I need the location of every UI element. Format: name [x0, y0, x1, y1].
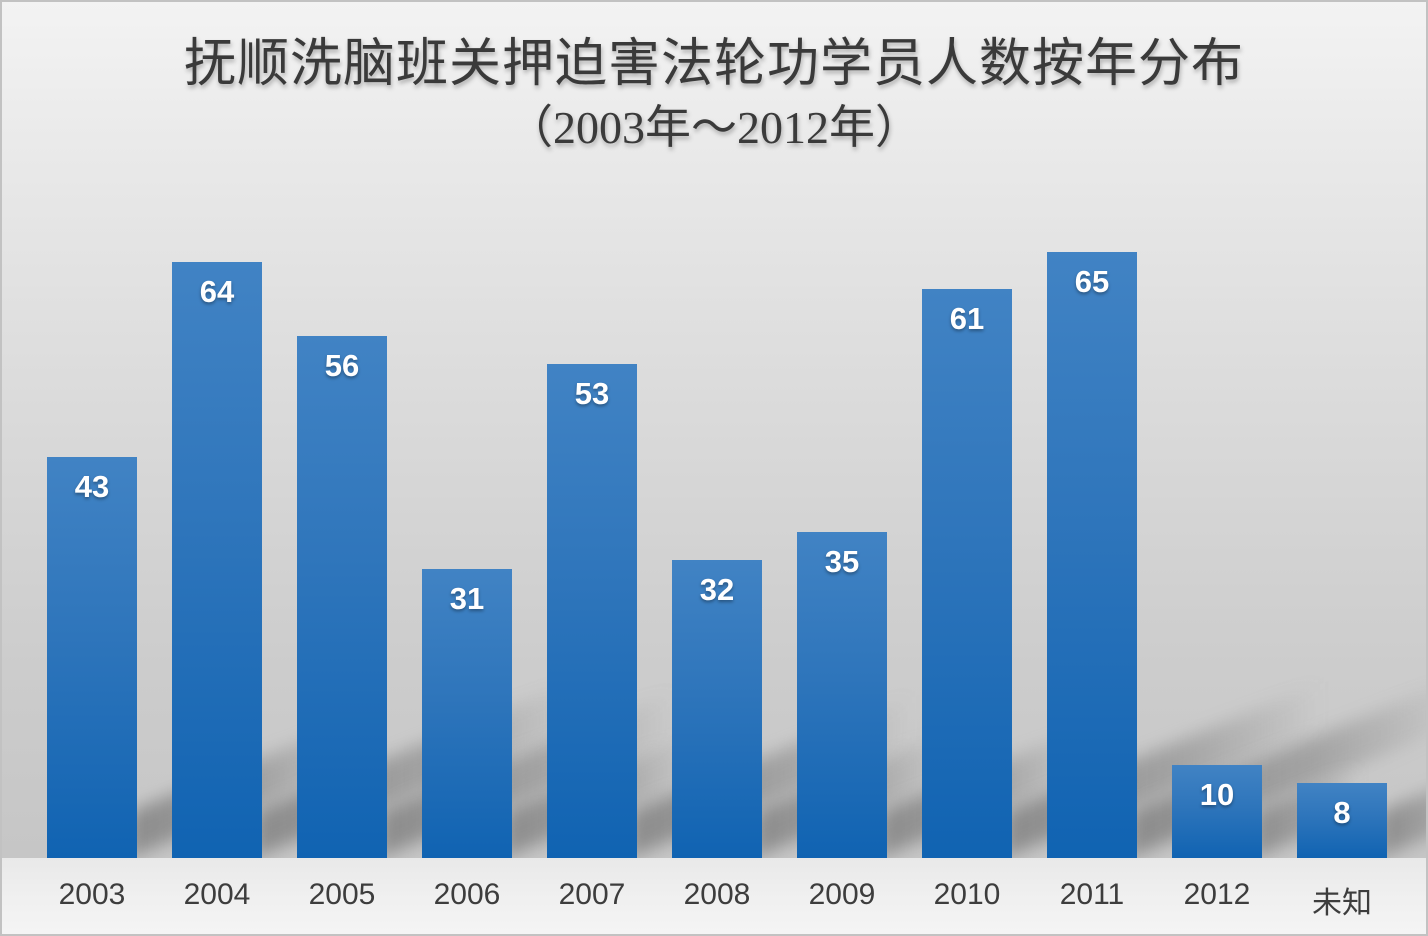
bar-value-label-2005: 56 — [324, 348, 360, 383]
bar-2012: 10 — [1172, 765, 1262, 858]
bar-2011: 65 — [1047, 252, 1137, 858]
bar-value-label-2011: 65 — [1074, 264, 1110, 299]
bar-value-label-2010: 61 — [949, 301, 985, 336]
bar-value-label-2004: 64 — [199, 274, 235, 309]
bar-value-label-2012: 10 — [1199, 777, 1235, 812]
chart-title-line2: （2003年～2012年） — [507, 102, 921, 154]
x-tick-label-2010: 2010 — [933, 878, 1001, 911]
x-axis: 2003 2004 2005 2006 2007 2008 2009 2010 2011 2012… — [2, 858, 1426, 934]
x-tick-label-2012: 2012 — [1183, 878, 1251, 911]
x-tick-label-2007: 2007 — [558, 878, 626, 911]
bar-value-label-2009: 35 — [824, 544, 860, 579]
bar-2010: 61 — [922, 289, 1012, 858]
bar-2004: 64 — [172, 262, 262, 858]
bar-value-label-2003: 43 — [74, 469, 110, 504]
bar-value-label-2006: 31 — [449, 581, 485, 616]
x-tick-label-2003: 2003 — [58, 878, 126, 911]
x-tick-label-2004: 2004 — [183, 878, 251, 911]
chart-title-line1: 抚顺洗脑班关押迫害法轮功学员人数按年分布 — [183, 36, 1244, 93]
bar-2008: 32 — [672, 560, 762, 858]
bar-未知: 8 — [1297, 783, 1387, 858]
bar-2007: 53 — [547, 364, 637, 858]
bar-value-label-2008: 32 — [699, 572, 735, 607]
bar-2005: 56 — [297, 336, 387, 858]
bar-2003: 43 — [47, 457, 137, 858]
x-tick-label-未知: 未知 — [1312, 887, 1372, 920]
x-tick-label-2008: 2008 — [683, 878, 751, 911]
plot-area: 抚顺洗脑班关押迫害法轮功学员人数按年分布 （2003年～2012年） 43 64 5… — [2, 2, 1426, 858]
x-tick-label-2005: 2005 — [308, 878, 376, 911]
x-tick-label-2006: 2006 — [433, 878, 501, 911]
x-tick-label-2009: 2009 — [808, 878, 876, 911]
chart-title: 抚顺洗脑班关押迫害法轮功学员人数按年分布 （2003年～2012年） — [2, 34, 1426, 157]
bar-2006: 31 — [422, 569, 512, 858]
bar-series-layer: 43 64 56 31 53 32 35 61 65 10 8 — [2, 2, 1426, 858]
x-tick-label-2011: 2011 — [1059, 878, 1125, 911]
bar-2009: 35 — [797, 532, 887, 858]
bar-value-label-2007: 53 — [574, 376, 610, 411]
bar-value-label-未知: 8 — [1333, 795, 1351, 830]
